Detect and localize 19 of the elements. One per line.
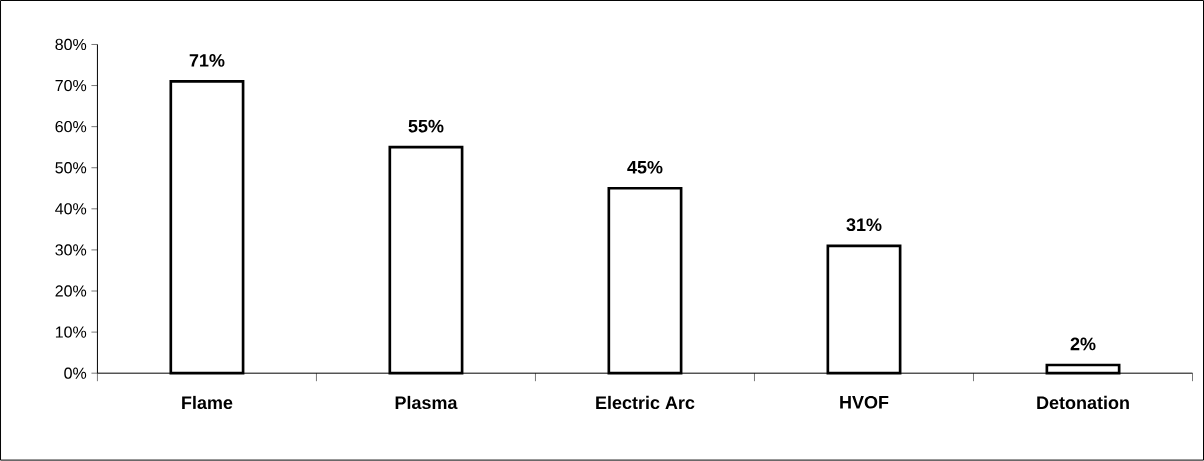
x-tick-label: Electric Arc [596,396,695,410]
data-label: 31% [846,218,882,232]
y-tick-label: 40% [55,203,87,215]
data-label: 45% [627,161,663,174]
x-tick-label: HVOF [840,396,889,409]
x-tick-label: Plasma [395,396,458,410]
y-tick-label: 80% [55,39,87,51]
y-tick-label: 10% [55,326,87,338]
y-tick-label: 20% [55,285,87,297]
data-label: 55% [408,119,444,133]
y-tick-label: 0% [64,367,87,380]
y-tick-label: 60% [55,121,87,133]
y-tick-label: 50% [55,162,87,174]
data-label: 71% [189,54,225,67]
y-tick-label: 30% [55,244,87,256]
x-tick-label: Detonation [1037,396,1129,410]
y-tick-label: 70% [55,80,87,92]
x-tick-label: Flame [182,396,233,410]
data-label: 2% [1070,337,1096,351]
